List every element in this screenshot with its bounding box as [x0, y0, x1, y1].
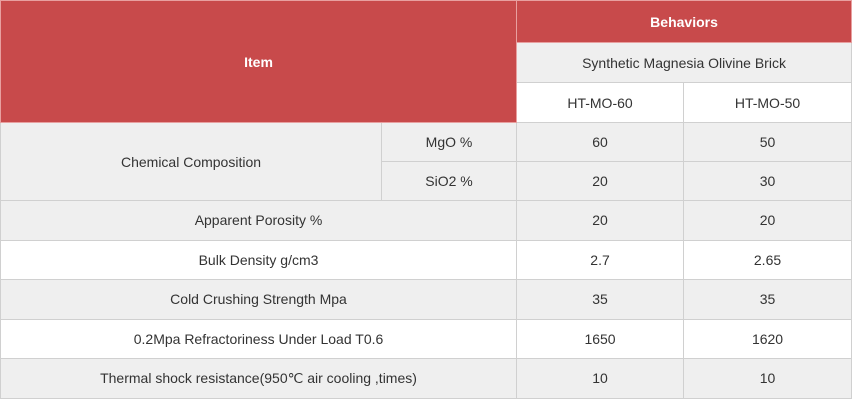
item-label: 0.2Mpa Refractoriness Under Load T0.6: [0, 318, 518, 359]
value: 20: [683, 200, 853, 241]
value: 60: [516, 122, 685, 162]
table-row: Bulk Density g/cm3 2.7 2.65: [0, 239, 853, 280]
item-label: Bulk Density g/cm3: [0, 239, 518, 280]
group-label: Chemical Composition: [0, 122, 382, 201]
table-row: Thermal shock resistance(950℃ air coolin…: [0, 358, 853, 399]
table-row: Chemical Composition MgO % 60 50: [0, 122, 853, 201]
item-header: Item: [0, 0, 518, 123]
sub-item: MgO %: [380, 122, 518, 162]
grade-row: HT-MO-60 HT-MO-50: [1, 82, 853, 123]
product-row: Synthetic Magnesia Olivine Brick: [1, 42, 853, 83]
value: 50: [683, 122, 853, 162]
grade: HT-MO-60: [516, 82, 685, 123]
grade: HT-MO-50: [683, 82, 853, 123]
item-label: Apparent Porosity %: [0, 200, 518, 241]
value: 1650: [516, 318, 685, 359]
value: 20: [516, 161, 685, 201]
table-row: 0.2Mpa Refractoriness Under Load T0.6 165…: [0, 318, 853, 359]
value: 30: [683, 161, 853, 201]
value: 35: [516, 279, 685, 320]
item-label: Cold Crushing Strength Mpa: [0, 279, 518, 320]
sub-item: SiO2 %: [380, 161, 518, 201]
table-row: Cold Crushing Strength Mpa 35 35: [0, 279, 853, 320]
value: 2.65: [683, 239, 853, 280]
value: 35: [683, 279, 853, 320]
product-name: Synthetic Magnesia Olivine Brick: [516, 42, 853, 83]
value: 10: [683, 358, 853, 399]
value: 1620: [683, 318, 853, 359]
header-row: Item Behaviors: [0, 0, 853, 123]
value: 20: [516, 200, 685, 241]
table-row: Apparent Porosity % 20 20: [0, 200, 853, 241]
value: 10: [516, 358, 685, 399]
item-label: Thermal shock resistance(950℃ air coolin…: [0, 358, 518, 399]
behaviors-header: Behaviors: [516, 0, 853, 43]
value: 2.7: [516, 239, 685, 280]
